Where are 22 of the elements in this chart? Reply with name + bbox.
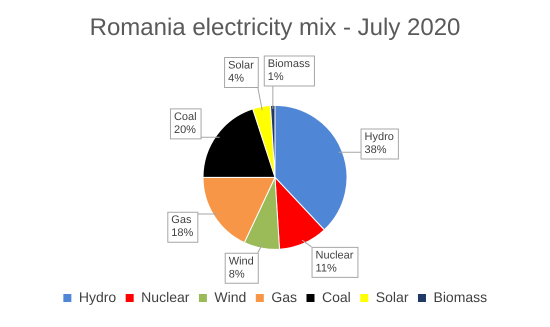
- slice-label: Nuclear: [316, 249, 354, 262]
- slice-label: Gas: [171, 214, 192, 226]
- slice-label: Hydro: [364, 131, 394, 144]
- legend-label: Hydro: [78, 288, 116, 305]
- legend-label: Nuclear: [141, 288, 190, 305]
- data-label: 18%: [171, 227, 194, 240]
- slice-label: Wind: [228, 255, 254, 268]
- legend-label: Solar: [376, 288, 409, 305]
- data-label: 4%: [228, 72, 244, 85]
- legend-label: Wind: [214, 288, 246, 305]
- legend-label: Gas: [271, 288, 298, 305]
- slice-label: Coal: [174, 110, 197, 123]
- legend-label: Coal: [322, 288, 351, 305]
- data-label: 20%: [174, 124, 196, 136]
- data-label: 8%: [228, 268, 245, 280]
- data-label: 38%: [364, 144, 387, 156]
- data-label: 11%: [316, 262, 337, 274]
- legend-label: Biomass: [433, 288, 488, 305]
- chart-title: Romania electricity mix - July 2020: [90, 14, 460, 42]
- slice-label: Biomass: [268, 58, 310, 70]
- data-label: 1%: [268, 70, 284, 83]
- slice-label: Solar: [228, 60, 254, 72]
